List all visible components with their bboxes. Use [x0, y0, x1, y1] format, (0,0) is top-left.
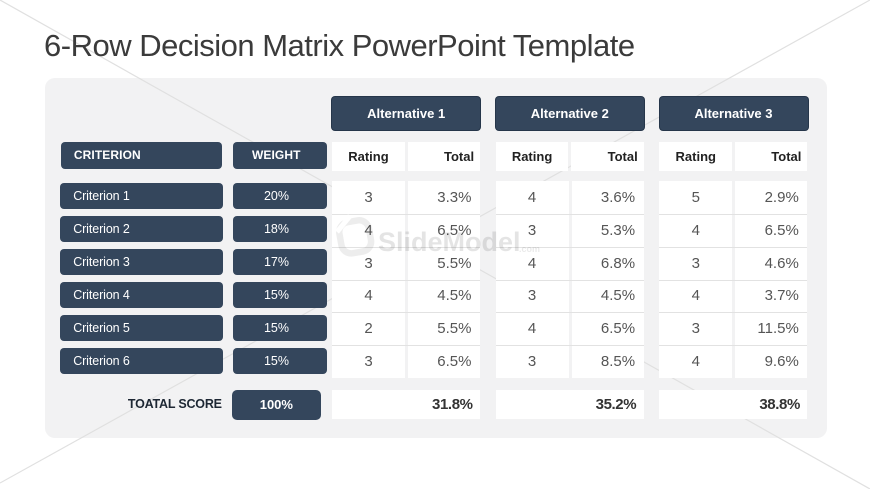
svg-text:.com: .com: [519, 244, 540, 254]
svg-text:SlideModel: SlideModel: [378, 227, 521, 257]
